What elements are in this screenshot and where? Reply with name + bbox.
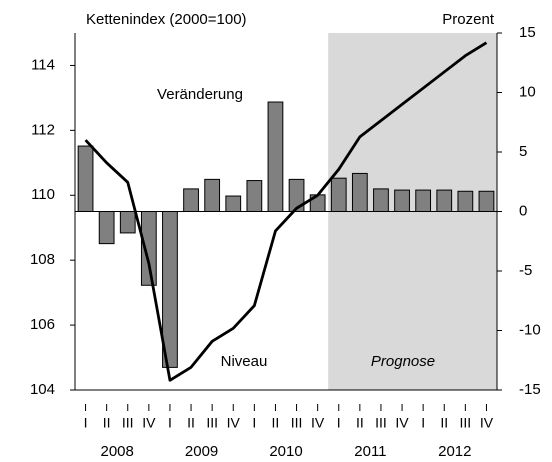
bar [77,145,94,212]
y2-tick-label: 0 [519,202,527,219]
x-tick-label: III [122,415,134,431]
year-label: 2012 [438,443,471,460]
bar [457,190,474,213]
x-tick-label: I [337,415,341,431]
year-label: 2010 [269,443,302,460]
y2-tick-label: -5 [519,262,532,279]
bar [415,189,432,213]
bar [394,189,410,213]
x-tick-label: I [421,415,425,431]
x-tick-label: IV [480,415,494,431]
y-axis-label: Kettenindex (2000=100) [86,11,247,28]
x-tick-label: II [187,415,195,431]
line [84,41,488,382]
bar [119,211,136,234]
bar [436,189,453,213]
bar [267,101,284,212]
annotation: Niveau [221,353,268,370]
y2-tick-label: 5 [519,143,527,160]
bar [183,188,199,212]
x-tick-label: III [375,415,387,431]
year-label: 2011 [354,443,386,460]
annotation: Prognose [371,353,435,370]
x-tick-label: II [440,415,448,431]
y-tick-label: 106 [30,316,55,333]
x-tick-label: IV [395,415,409,431]
annotation: Veränderung [157,86,243,103]
y2-tick-label: -15 [519,381,541,398]
x-tick-label: III [460,415,472,431]
x-tick-label: I [252,415,256,431]
x-tick-label: III [291,415,303,431]
bar [478,190,495,213]
x-tick-label: I [168,415,172,431]
year-label: 2008 [101,443,134,460]
x-tick-label: I [84,415,88,431]
y-tick-label: 112 [31,121,55,138]
y2-tick-label: -10 [519,321,541,338]
y2-tick-label: 10 [519,83,536,100]
x-tick-label: II [272,415,280,431]
bar [204,178,221,212]
bar [246,180,263,212]
bar [373,188,389,212]
bar [351,172,368,212]
x-tick-label: IV [142,415,156,431]
y2-tick-label: 15 [519,24,536,41]
bar [225,195,242,212]
y2-axis-label: Prozent [442,11,495,28]
x-tick-label: IV [227,415,241,431]
x-tick-label: III [206,415,218,431]
x-tick-label: IV [311,415,325,431]
bar [330,177,347,212]
x-tick-label: II [103,415,111,431]
y-tick-label: 108 [30,251,55,268]
bar [98,211,115,245]
year-label: 2009 [185,443,218,460]
y-tick-label: 114 [31,56,55,73]
y-tick-label: 110 [31,186,55,203]
x-tick-label: II [356,415,364,431]
y-tick-label: 104 [30,381,55,398]
